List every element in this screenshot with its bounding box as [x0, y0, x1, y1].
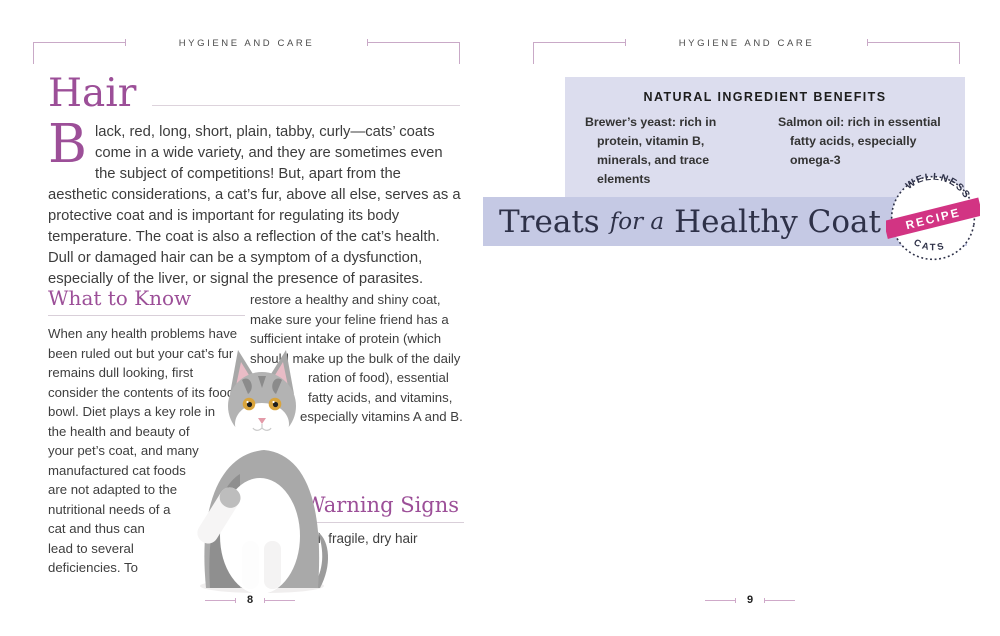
- recipe-title-part: Healthy Coat: [674, 203, 881, 240]
- benefit-item: Brewer’s yeast: rich in protein, vitamin…: [585, 115, 717, 187]
- footer-rule: [764, 597, 796, 603]
- drop-cap: B: [48, 114, 87, 175]
- section-heading-warning-signs: Warning Signs: [286, 493, 464, 523]
- page-right: HYGIENE AND CARE NATURAL INGREDIENT BENE…: [500, 0, 1000, 636]
- warning-signs-block: Warning Signs ▶dull, fragile, dry hair: [286, 469, 464, 546]
- recipe-title-part: Treats: [499, 203, 600, 240]
- page-number: 9: [746, 594, 754, 606]
- header-tick: [367, 39, 368, 46]
- benefit-item: Salmon oil: rich in essential fatty acid…: [778, 115, 941, 168]
- header-corner-bracket: [868, 42, 960, 64]
- natural-ingredient-benefits-box: NATURAL INGREDIENT BENEFITS Brewer’s yea…: [565, 77, 965, 202]
- what-to-know-text: When any health problems have been ruled…: [48, 326, 238, 575]
- page-footer-right: 9: [500, 594, 1000, 606]
- running-header-text: HYGIENE AND CARE: [664, 38, 829, 49]
- page-number: 8: [246, 594, 254, 606]
- header-tick: [625, 39, 626, 46]
- cat-photo: [197, 350, 329, 594]
- benefits-box-title: NATURAL INGREDIENT BENEFITS: [643, 90, 887, 104]
- intro-text: lack, red, long, short, plain, tabby, cu…: [48, 124, 461, 287]
- running-header-left: HYGIENE AND CARE: [33, 38, 460, 64]
- footer-rule: [704, 597, 736, 603]
- header-corner-bracket: [368, 42, 460, 64]
- header-corner-bracket: [33, 42, 125, 64]
- footer-rule: [264, 597, 296, 603]
- page-footer-left: 8: [0, 594, 500, 606]
- wellness-recipe-badge: WELLNESS for CATS RECIPE: [886, 171, 980, 261]
- running-header-right: HYGIENE AND CARE: [533, 38, 960, 64]
- title-rule: [152, 105, 460, 106]
- page-title: Hair: [48, 71, 137, 116]
- header-tick: [125, 39, 126, 46]
- header-corner-bracket: [533, 42, 625, 64]
- coat-advice-column: restore a healthy and shiny coat, make s…: [250, 290, 464, 546]
- section-heading-what-to-know: What to Know: [48, 286, 245, 316]
- benefits-columns: Brewer’s yeast: rich in protein, vitamin…: [585, 113, 945, 189]
- warning-bullet-text: dull, fragile, dry hair: [299, 531, 418, 546]
- recipe-title-italic: for a: [609, 208, 665, 235]
- running-header-text: HYGIENE AND CARE: [164, 38, 329, 49]
- coat-advice-text: restore a healthy and shiny coat, make s…: [250, 292, 463, 424]
- what-to-know-column: What to Know When any health problems ha…: [48, 286, 245, 583]
- footer-rule: [204, 597, 236, 603]
- header-tick: [867, 39, 868, 46]
- chapter-title-row: Hair: [48, 74, 460, 113]
